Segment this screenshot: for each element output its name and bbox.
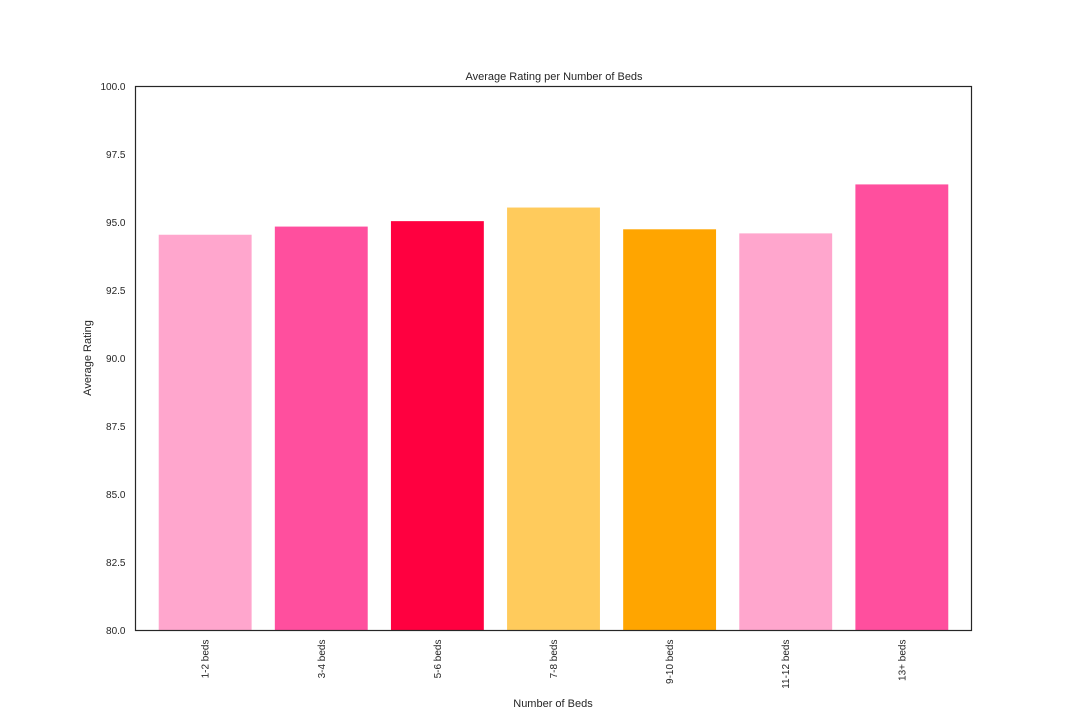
y-tick-label-8: 100.0 bbox=[100, 82, 125, 93]
bar-5 bbox=[739, 233, 833, 631]
y-tick-label-0: 80.0 bbox=[106, 626, 126, 637]
y-tick-label-3: 87.5 bbox=[106, 422, 126, 433]
y-tick-label-6: 95.0 bbox=[106, 218, 126, 229]
x-tick-label-1: 3-4 beds bbox=[317, 640, 328, 679]
bar-6 bbox=[855, 184, 949, 631]
y-tick-label-4: 90.0 bbox=[106, 354, 126, 365]
bar-0 bbox=[158, 234, 252, 631]
x-tick-label-5: 11-12 beds bbox=[781, 640, 792, 689]
x-tick-label-6: 13+ beds bbox=[897, 640, 908, 681]
x-axis-ticks: 1-2 beds 3-4 beds 5-6 beds 7-8 beds 9-10 bed… bbox=[201, 640, 909, 689]
bar-3 bbox=[507, 207, 600, 631]
bars-group bbox=[158, 184, 949, 631]
bar-1 bbox=[274, 226, 368, 631]
y-tick-label-2: 85.0 bbox=[106, 490, 126, 501]
y-tick-label-5: 92.5 bbox=[106, 286, 126, 297]
x-tick-label-2: 5-6 beds bbox=[433, 640, 444, 679]
y-axis-label: Average Rating bbox=[82, 320, 94, 396]
bar-2 bbox=[390, 221, 484, 631]
x-tick-label-3: 7-8 beds bbox=[549, 640, 560, 679]
y-tick-label-7: 97.5 bbox=[106, 150, 126, 161]
plot-frame bbox=[134, 85, 973, 632]
x-tick-label-4: 9-10 beds bbox=[665, 640, 676, 684]
chart-title: Average Rating per Number of Beds bbox=[465, 71, 643, 83]
x-tick-label-0: 1-2 beds bbox=[201, 640, 212, 679]
bar-4 bbox=[623, 229, 717, 631]
y-tick-label-1: 82.5 bbox=[106, 558, 126, 569]
y-axis-ticks: 80.0 82.5 85.0 87.5 90.0 92.5 95.0 97.5 100.0 bbox=[100, 82, 125, 637]
x-axis-label: Number of Beds bbox=[513, 698, 593, 710]
